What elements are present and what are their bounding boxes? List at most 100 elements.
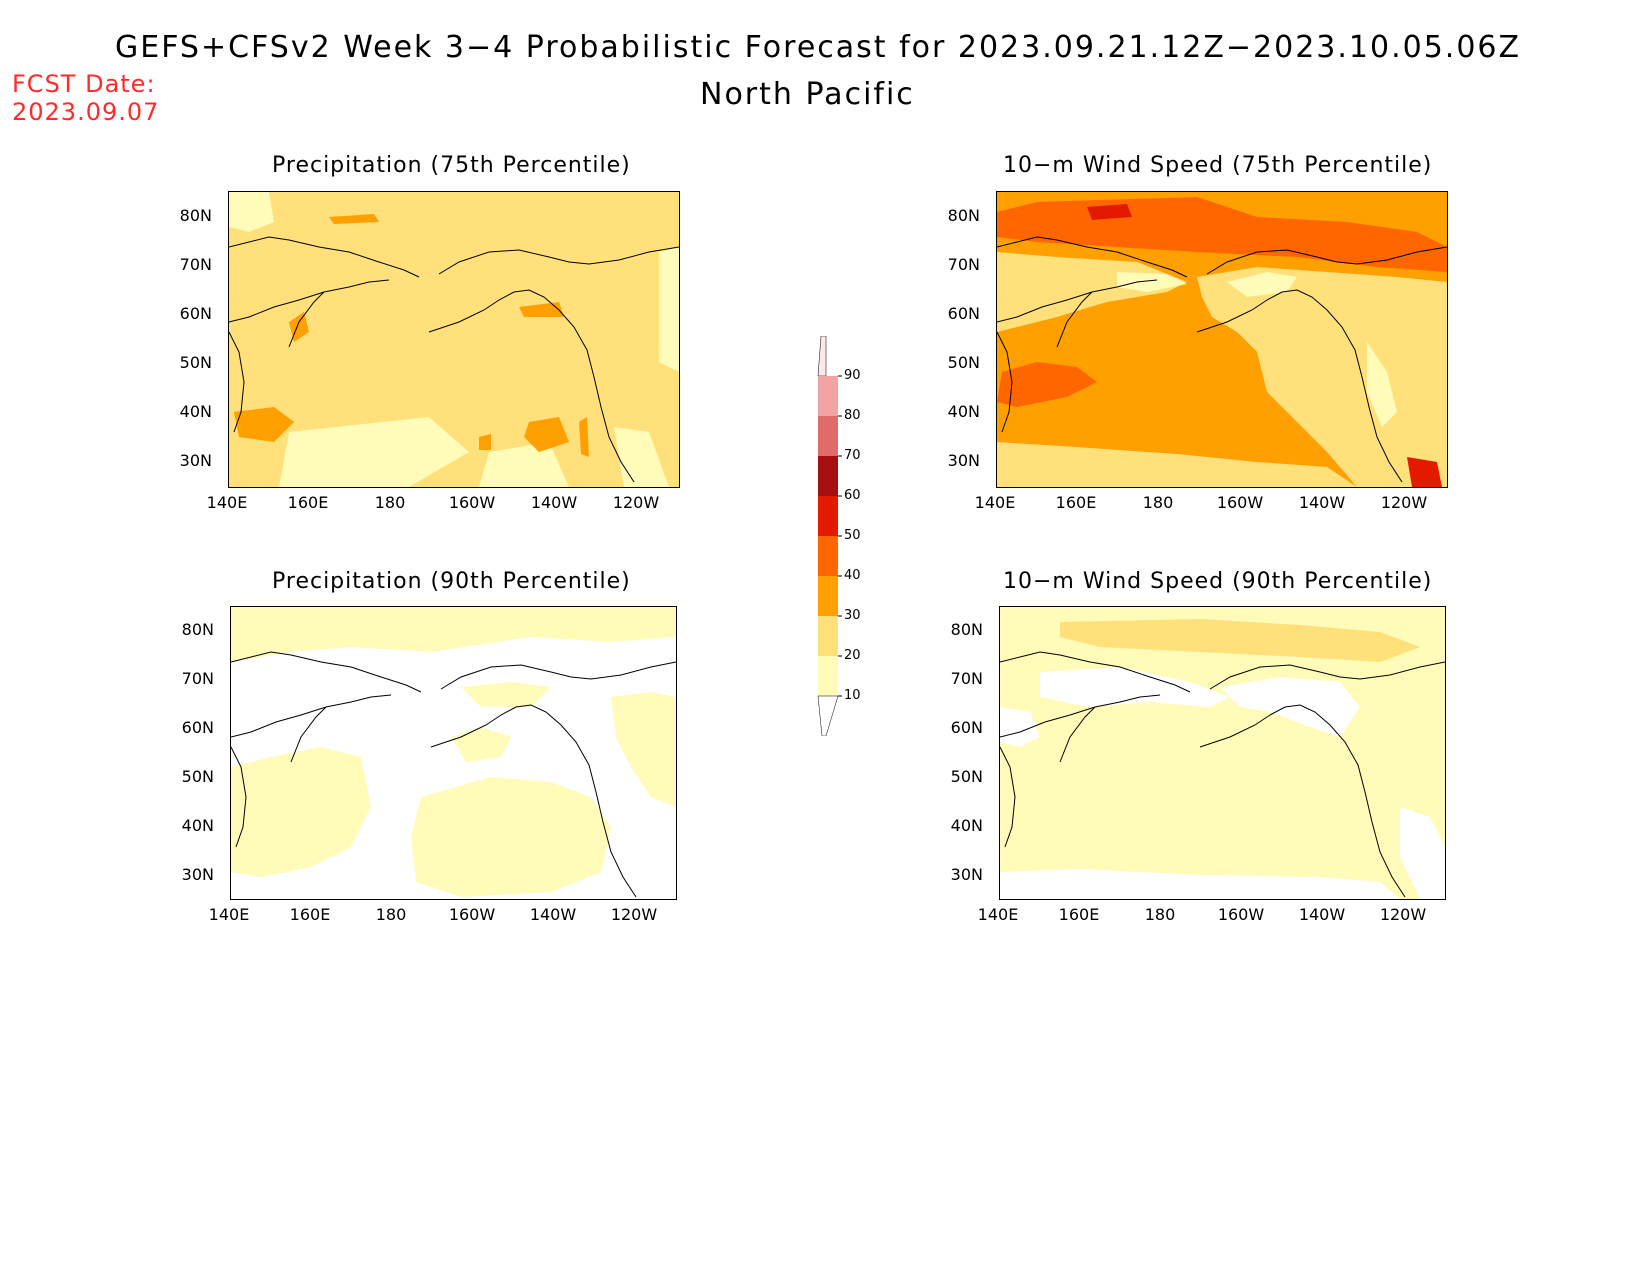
contour-orange [234, 407, 294, 442]
lon-tick: 140E [974, 493, 1016, 512]
contour-light [231, 607, 676, 662]
lat-tick: 70N [950, 669, 983, 688]
lon-tick: 120W [1379, 905, 1427, 924]
chart-subtitle: North Pacific [700, 77, 915, 112]
contour-white [1400, 807, 1445, 899]
colorbar-swatch [818, 576, 838, 616]
colorbar-label: 60 [844, 488, 861, 503]
panel-title: Precipitation (90th Percentile) [272, 569, 631, 594]
colorbar-swatch [818, 656, 838, 696]
contour-light [451, 727, 511, 762]
lat-tick: 30N [950, 865, 983, 884]
lat-tick: 50N [947, 353, 980, 372]
lon-tick: 160W [448, 493, 496, 512]
contour-yellow [1060, 619, 1420, 662]
colorbar-bottom-cap [817, 695, 839, 736]
lon-tick: 180 [375, 905, 407, 924]
lon-tick: 180 [1142, 493, 1174, 512]
chart-title: GEFS+CFSv2 Week 3−4 Probabilistic Foreca… [115, 30, 1522, 65]
map-wind-90 [999, 606, 1446, 900]
coastline [231, 651, 676, 898]
contour-white [1000, 869, 1400, 899]
contour-light [411, 777, 611, 897]
colorbar-svg [817, 336, 842, 736]
forecast-date-label: FCST Date: [12, 70, 156, 98]
lon-tick: 140E [206, 493, 248, 512]
lat-tick: 80N [181, 620, 214, 639]
lon-tick: 160E [287, 493, 329, 512]
coastline [229, 236, 679, 483]
lat-tick: 60N [179, 304, 212, 323]
contour-light [229, 192, 274, 232]
lat-tick: 50N [179, 353, 212, 372]
contour-yellow [1197, 267, 1447, 487]
lon-tick: 120W [610, 905, 658, 924]
lon-tick: 120W [1380, 493, 1428, 512]
lat-tick: 30N [947, 451, 980, 470]
lon-tick: 160E [1055, 493, 1097, 512]
contour-orange [524, 417, 569, 452]
colorbar-top-cap [817, 336, 827, 377]
lat-tick: 60N [950, 718, 983, 737]
map-fill-svg [1000, 619, 1445, 899]
map-fill-svg [231, 607, 676, 898]
contour-orange [479, 434, 491, 450]
lat-tick: 60N [181, 718, 214, 737]
lon-tick: 140W [530, 493, 578, 512]
colorbar-label: 10 [844, 688, 861, 703]
contour-light [614, 427, 669, 487]
lat-tick: 30N [181, 865, 214, 884]
lat-tick: 30N [179, 451, 212, 470]
map-precip-75 [228, 191, 680, 488]
colorbar-swatch [818, 376, 838, 416]
lat-tick: 70N [181, 669, 214, 688]
coastline [997, 236, 1447, 483]
contour-light [279, 417, 469, 487]
panel-title: 10−m Wind Speed (75th Percentile) [1003, 153, 1433, 178]
lon-tick: 140E [208, 905, 250, 924]
contour-light [611, 692, 676, 807]
contour-light [659, 247, 679, 372]
lat-tick: 40N [950, 816, 983, 835]
lat-tick: 50N [950, 767, 983, 786]
lon-tick: 140W [1298, 905, 1346, 924]
colorbar-swatch [818, 616, 838, 656]
lon-tick: 160W [448, 905, 496, 924]
colorbar: 90 80 70 60 50 40 30 20 10 [810, 336, 870, 736]
lon-tick: 180 [374, 493, 406, 512]
lon-tick: 160W [1216, 493, 1264, 512]
colorbar-swatch [818, 456, 838, 496]
lon-tick: 180 [1144, 905, 1176, 924]
contour-red [1407, 457, 1442, 487]
lat-tick: 60N [947, 304, 980, 323]
lon-tick: 120W [612, 493, 660, 512]
lon-tick: 140E [977, 905, 1019, 924]
lat-tick: 40N [181, 816, 214, 835]
lon-tick: 140W [529, 905, 577, 924]
map-fill-svg [229, 192, 679, 487]
colorbar-swatch [818, 416, 838, 456]
contour-orange [519, 302, 564, 317]
contour-light [1117, 272, 1187, 292]
colorbar-label: 90 [844, 368, 861, 383]
contour-light [461, 682, 551, 707]
colorbar-label: 20 [844, 648, 861, 663]
contour-white [1220, 677, 1360, 737]
contour-yellow [997, 442, 1357, 487]
contour-darkred [1087, 204, 1132, 220]
forecast-date-block: FCST Date: 2023.09.07 [12, 70, 159, 126]
lat-tick: 80N [950, 620, 983, 639]
forecast-date-value: 2023.09.07 [12, 98, 160, 126]
lat-tick: 80N [947, 206, 980, 225]
contour-orange [579, 417, 589, 457]
contour-light [1227, 272, 1297, 297]
lat-tick: 70N [179, 255, 212, 274]
contour-orange [289, 312, 309, 342]
colorbar-label: 40 [844, 568, 861, 583]
contour-white [1040, 667, 1230, 707]
contour-orange [329, 214, 379, 224]
lon-tick: 160W [1217, 905, 1265, 924]
panel-title: Precipitation (75th Percentile) [272, 153, 631, 178]
contour-red [997, 362, 1097, 407]
contour-light [1367, 342, 1397, 427]
